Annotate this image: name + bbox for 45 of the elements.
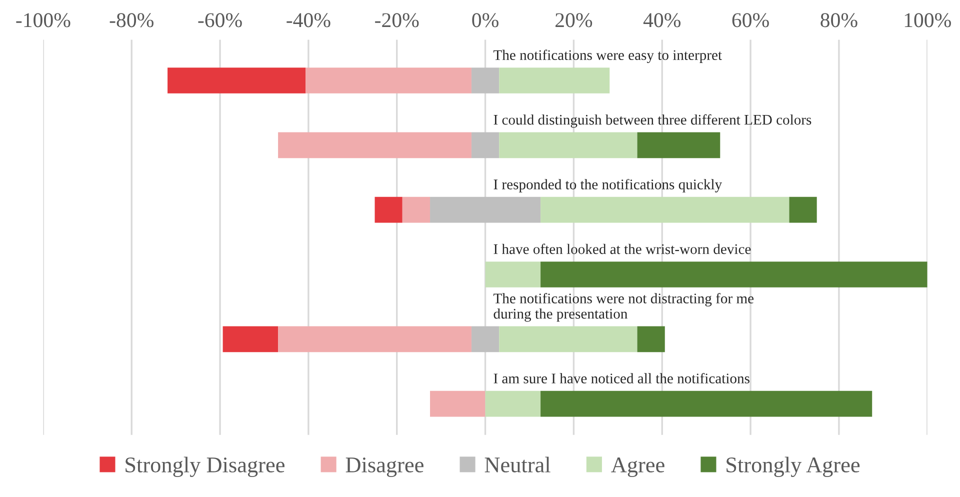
x-tick-label: -60% <box>198 13 242 28</box>
x-tick-label: 60% <box>732 13 769 28</box>
bar <box>471 68 500 94</box>
bar <box>374 196 402 223</box>
bar <box>499 132 638 158</box>
bar <box>168 68 306 94</box>
bar <box>278 132 472 158</box>
x-tick-label: -80% <box>110 13 154 28</box>
bar <box>430 196 541 223</box>
x-tick-label: -20% <box>375 13 419 28</box>
bar <box>637 132 720 158</box>
bar <box>499 326 638 352</box>
bar <box>278 326 472 352</box>
bar <box>430 390 486 417</box>
x-tick-label: -40% <box>286 13 330 28</box>
x-tick-label: 20% <box>556 13 592 28</box>
bar <box>471 132 500 158</box>
bar <box>637 326 665 352</box>
y-tick-label: I could distinguish between three different LED colors <box>494 114 812 128</box>
x-tick-label: 40% <box>643 13 680 28</box>
legend-label: Strongly Agree <box>726 456 860 477</box>
y-tick-label: I responded to the notifications quickly <box>494 178 722 192</box>
legend-label: Strongly Disagree <box>126 456 284 477</box>
x-tick-label: 0% <box>472 13 498 28</box>
x-tick-label: -100% <box>16 13 70 28</box>
x-tick-label: 80% <box>820 13 858 28</box>
bar <box>789 196 817 223</box>
legend-label: Disagree <box>346 457 424 477</box>
bar <box>499 68 610 94</box>
bar <box>222 326 278 352</box>
bar <box>471 326 500 352</box>
y-tick-label: The notifications were easy to interpret <box>494 50 722 64</box>
x-tick-label: 100% <box>904 13 951 28</box>
bar <box>402 196 430 223</box>
bar <box>540 196 790 223</box>
bar <box>306 68 472 94</box>
bar <box>485 262 541 288</box>
legend-label: Neutral <box>484 456 550 472</box>
legend-label: Agree <box>611 458 664 477</box>
y-tick-label: I am sure I have noticed all the notifications <box>494 373 750 384</box>
bar <box>540 390 872 417</box>
y-tick-label: I have often looked at the wrist-worn device <box>494 244 751 254</box>
bar <box>485 390 541 417</box>
y-tick-label: The notifications were not distracting for me during the presentation <box>494 293 754 322</box>
bar <box>540 262 928 288</box>
